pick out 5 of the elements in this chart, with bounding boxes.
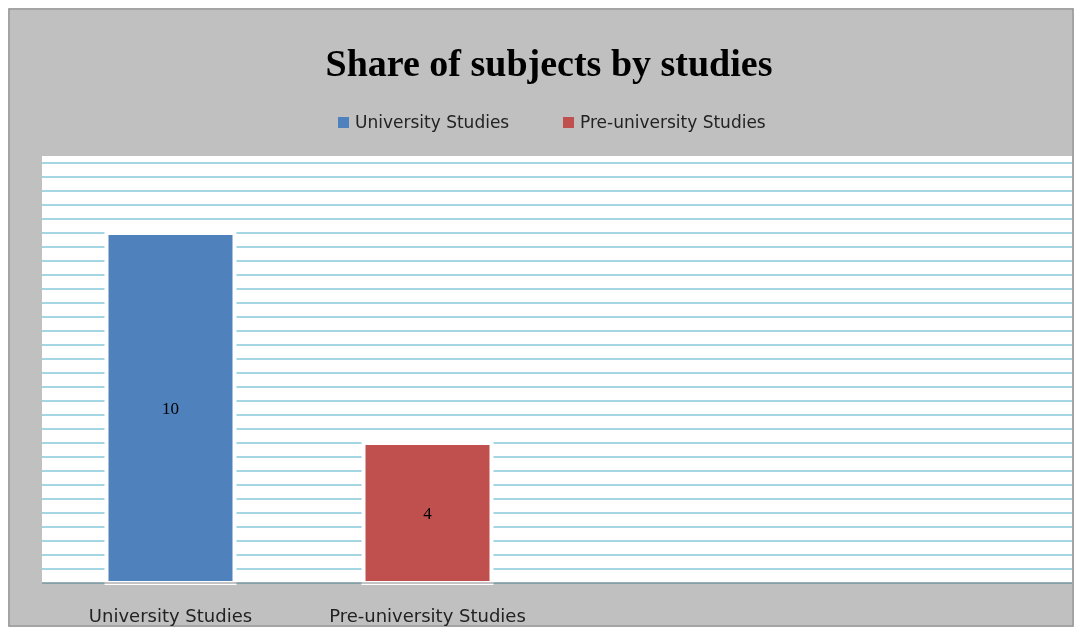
data-label: 4	[423, 504, 433, 523]
chart-title: Share of subjects by studies	[325, 42, 773, 84]
data-label: 10	[162, 399, 179, 418]
legend-label: Pre-university Studies	[580, 112, 766, 132]
legend-label: University Studies	[355, 112, 510, 132]
